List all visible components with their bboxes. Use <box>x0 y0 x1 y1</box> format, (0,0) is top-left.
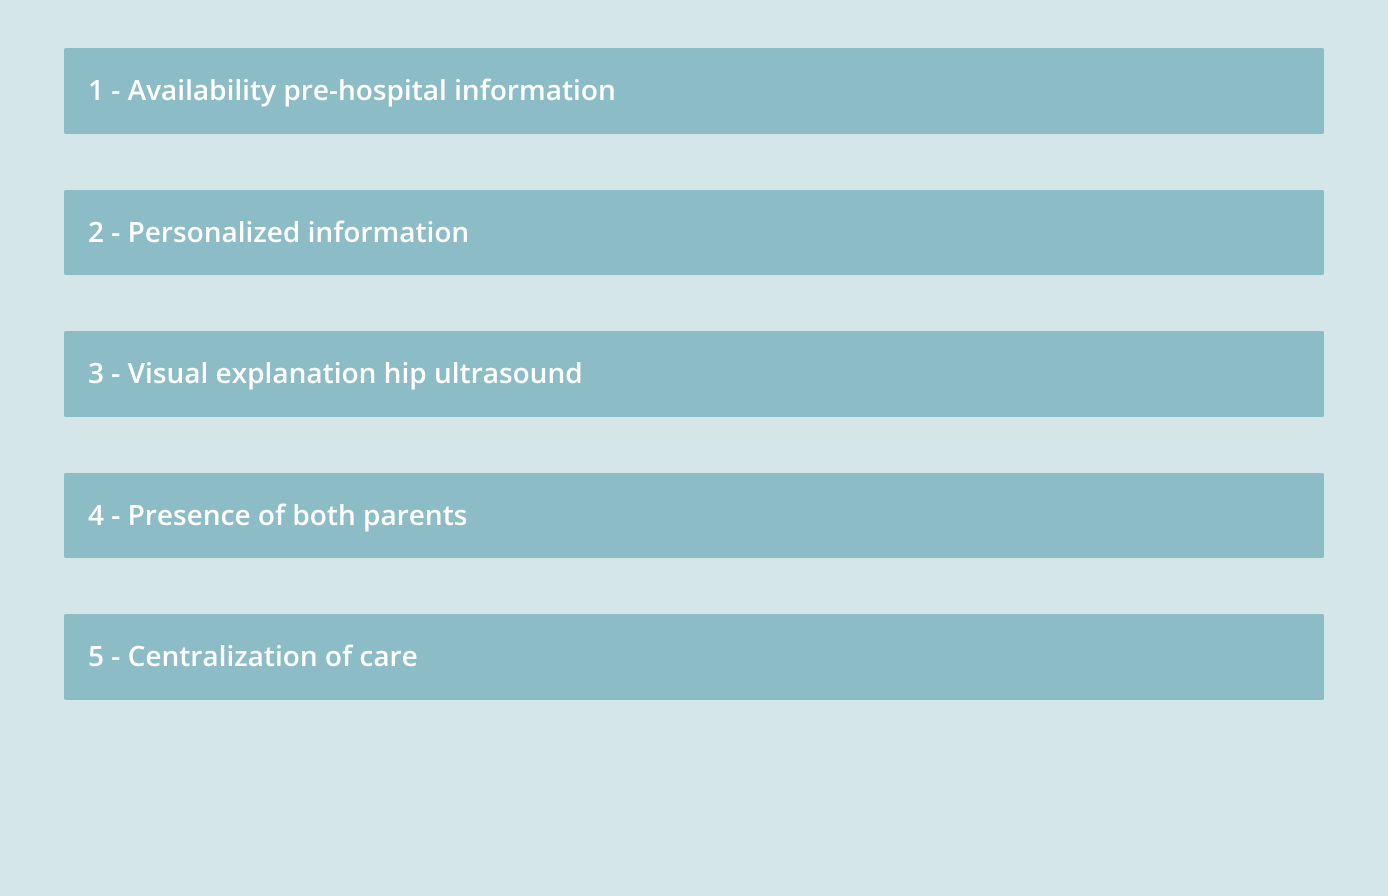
list-item: 4 - Presence of both parents <box>64 473 1324 559</box>
list-item: 3 - Visual explanation hip ultrasound <box>64 331 1324 417</box>
list-item: 2 - Personalized information <box>64 190 1324 276</box>
list-item: 5 - Centralization of care <box>64 614 1324 700</box>
list-item: 1 - Availability pre-hospital informatio… <box>64 48 1324 134</box>
list-container: 1 - Availability pre-hospital informatio… <box>64 48 1324 700</box>
